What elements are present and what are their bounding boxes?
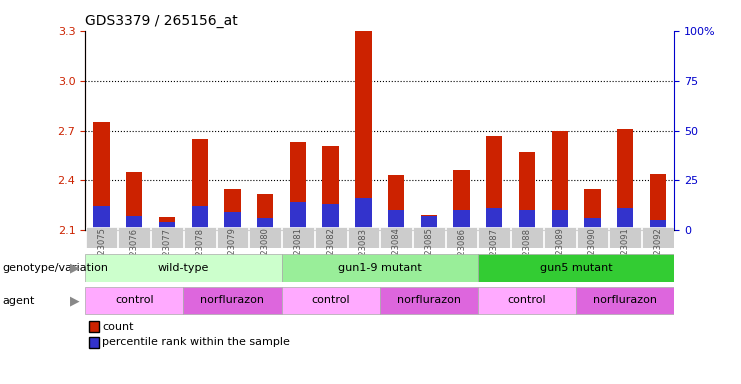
Bar (249, 227, 281, 248)
Text: ▶: ▶ (70, 262, 80, 275)
Bar (355, 31, 371, 230)
Bar (184, 227, 216, 248)
Text: GSM323076: GSM323076 (130, 228, 139, 279)
Text: GSM323084: GSM323084 (392, 228, 401, 278)
Bar (421, 217, 437, 230)
Text: GSM323086: GSM323086 (457, 228, 466, 279)
Bar (225, 189, 241, 230)
Bar (486, 136, 502, 230)
Bar (617, 209, 634, 230)
Bar (585, 218, 601, 230)
Text: norflurazon: norflurazon (397, 295, 461, 306)
Bar (609, 227, 641, 248)
Bar (519, 210, 535, 230)
Bar (93, 207, 110, 230)
Text: GSM323075: GSM323075 (97, 228, 106, 278)
Bar (479, 227, 511, 248)
Text: control: control (508, 295, 546, 306)
Bar (159, 222, 175, 230)
Text: gun5 mutant: gun5 mutant (539, 263, 613, 273)
Bar (282, 254, 478, 282)
Bar (126, 217, 142, 230)
Bar (453, 210, 470, 230)
Bar (85, 286, 184, 314)
Bar (551, 131, 568, 230)
Text: count: count (102, 322, 134, 332)
Text: GDS3379 / 265156_at: GDS3379 / 265156_at (85, 14, 238, 28)
Bar (355, 199, 371, 230)
Bar (544, 227, 576, 248)
Text: GSM323091: GSM323091 (621, 228, 630, 278)
Bar (511, 227, 543, 248)
Bar (282, 227, 314, 248)
Bar (315, 227, 347, 248)
Text: GSM323082: GSM323082 (326, 228, 335, 278)
Bar (478, 254, 674, 282)
Bar (322, 204, 339, 230)
Text: norflurazon: norflurazon (594, 295, 657, 306)
Bar (486, 209, 502, 230)
Bar (85, 254, 282, 282)
Text: GSM323083: GSM323083 (359, 228, 368, 279)
Bar (445, 227, 477, 248)
Bar (551, 210, 568, 230)
Bar (576, 227, 608, 248)
Bar (519, 152, 535, 230)
Bar (421, 215, 437, 230)
Bar (93, 122, 110, 230)
Text: GSM323092: GSM323092 (654, 228, 662, 278)
Text: GSM323089: GSM323089 (555, 228, 564, 278)
Bar (650, 220, 666, 230)
Bar (388, 175, 405, 230)
Text: percentile rank within the sample: percentile rank within the sample (102, 337, 290, 347)
Bar (290, 142, 306, 230)
Bar (379, 286, 478, 314)
Bar (388, 210, 405, 230)
Text: genotype/variation: genotype/variation (2, 263, 108, 273)
Text: norflurazon: norflurazon (201, 295, 265, 306)
Bar (119, 227, 150, 248)
Text: control: control (115, 295, 153, 306)
Bar (650, 174, 666, 230)
Text: agent: agent (2, 296, 35, 306)
Bar (86, 227, 118, 248)
Text: control: control (311, 295, 350, 306)
Bar (216, 227, 248, 248)
Bar (576, 286, 674, 314)
Text: GSM323090: GSM323090 (588, 228, 597, 278)
Bar (322, 146, 339, 230)
Bar (257, 218, 273, 230)
Bar (413, 227, 445, 248)
Bar (585, 189, 601, 230)
Bar (192, 207, 208, 230)
Text: GSM323081: GSM323081 (293, 228, 302, 278)
Bar (192, 139, 208, 230)
Text: gun1-9 mutant: gun1-9 mutant (338, 263, 422, 273)
Text: GSM323088: GSM323088 (522, 228, 531, 279)
Text: ▶: ▶ (70, 294, 80, 307)
Bar (183, 286, 282, 314)
Text: wild-type: wild-type (158, 263, 209, 273)
Bar (225, 212, 241, 230)
Bar (478, 286, 576, 314)
Bar (290, 202, 306, 230)
Bar (151, 227, 183, 248)
Bar (380, 227, 412, 248)
Text: GSM323085: GSM323085 (425, 228, 433, 278)
Bar (257, 194, 273, 230)
Bar (126, 172, 142, 230)
Bar (159, 217, 175, 230)
Bar (282, 286, 379, 314)
Text: GSM323080: GSM323080 (261, 228, 270, 278)
Bar (642, 227, 674, 248)
Text: GSM323077: GSM323077 (162, 228, 171, 279)
Text: GSM323079: GSM323079 (228, 228, 237, 278)
Bar (348, 227, 379, 248)
Bar (453, 170, 470, 230)
Text: GSM323087: GSM323087 (490, 228, 499, 279)
Bar (617, 129, 634, 230)
Text: GSM323078: GSM323078 (196, 228, 205, 279)
